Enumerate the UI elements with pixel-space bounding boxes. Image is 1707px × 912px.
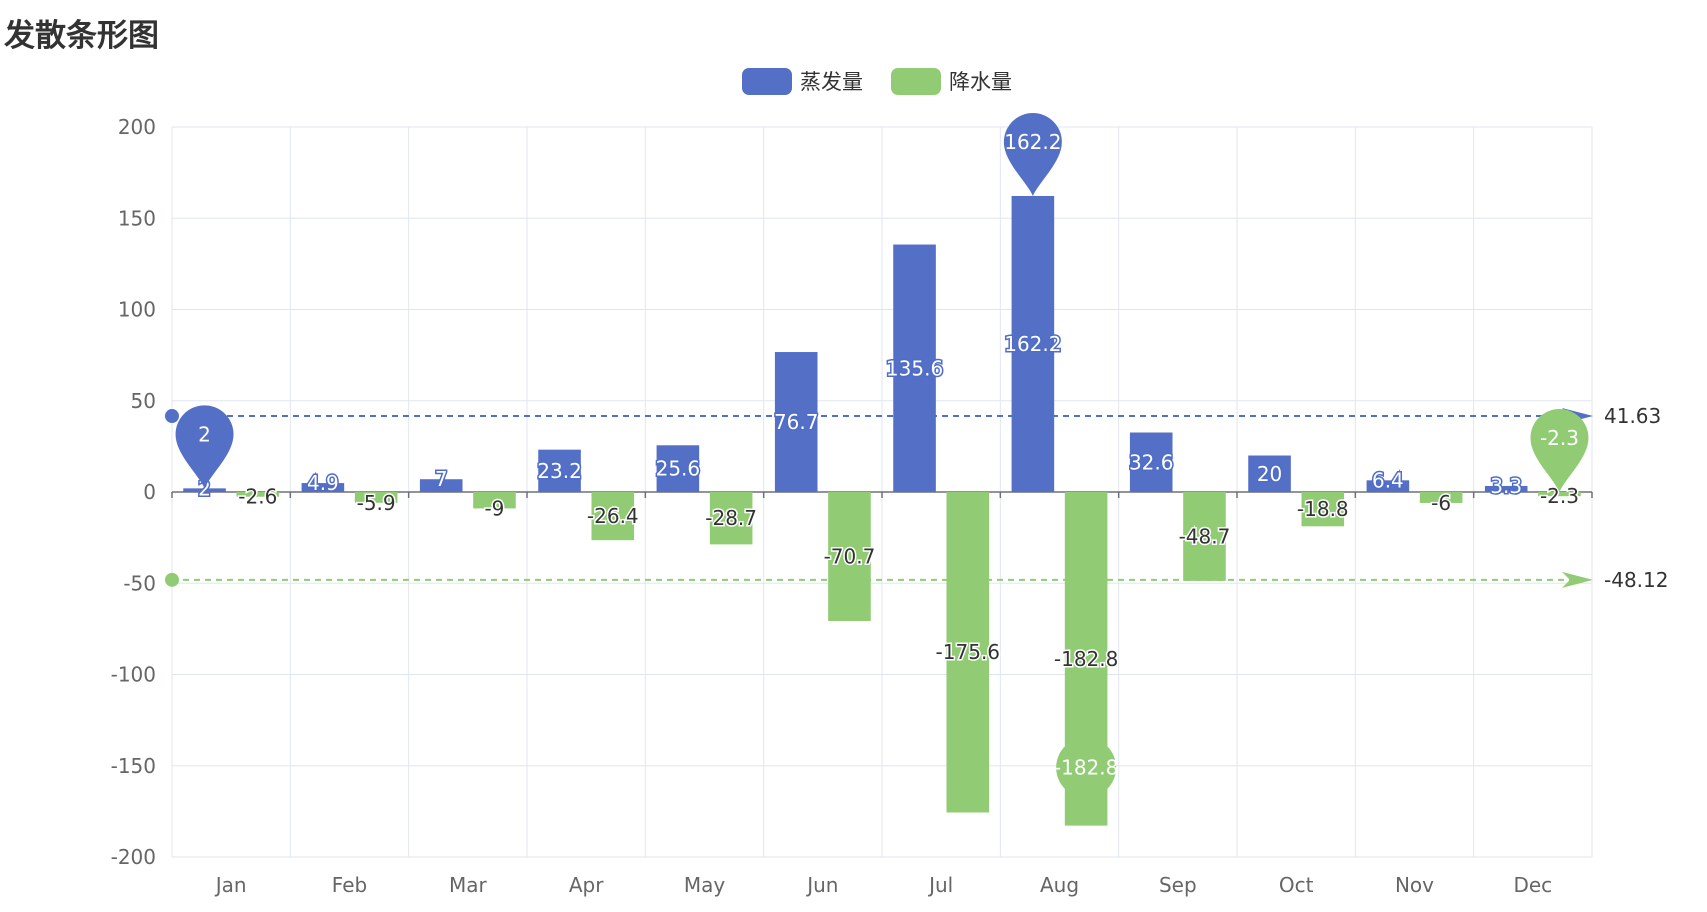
chart-mark-lines: 41.63 -48.12 — [165, 404, 1668, 592]
legend-item-precipitation[interactable]: 降水量 — [891, 68, 1012, 95]
bar-evaporation — [419, 479, 463, 492]
bar-value-label: -5.9 — [357, 491, 396, 515]
x-tick-label: Apr — [569, 873, 604, 897]
mark-point-pin-icon — [1003, 112, 1062, 196]
x-tick-label: Sep — [1159, 873, 1197, 897]
chart-axes: 200 150 100 50 0 -50 -100 -150 -200 Jan Feb Mar Apr M… — [111, 115, 1593, 897]
bar-value-label: -26.4 — [587, 504, 639, 528]
bar-value-label: 3.3 — [1490, 474, 1522, 498]
bar-value-label: 20 — [1257, 462, 1282, 486]
legend-item-evaporation[interactable]: 蒸发量 — [742, 68, 863, 95]
bar-value-label: 6.4 — [1372, 468, 1404, 492]
bar-precipitation — [828, 492, 871, 622]
bar-precipitation — [1183, 492, 1226, 581]
bar-value-label: 32.6 — [1129, 450, 1174, 474]
bar-evaporation — [1129, 432, 1173, 492]
bar-value-label: 76.7 — [774, 410, 819, 434]
legend-label: 蒸发量 — [800, 70, 863, 94]
bar-value-label: -28.7 — [705, 506, 757, 530]
legend-swatch — [742, 68, 792, 95]
x-tick-label: Aug — [1040, 873, 1079, 897]
mark-point-label: -2.3 — [1540, 426, 1579, 450]
bar-evaporation — [774, 352, 818, 492]
bar-value-label: -70.7 — [824, 545, 876, 569]
x-tick-label: Jun — [805, 873, 838, 897]
bar-evaporation — [1484, 485, 1528, 492]
bar-value-label: -2.3 — [1540, 484, 1579, 508]
average-line-label: -48.12 — [1604, 568, 1668, 592]
bar-value-label: -18.8 — [1297, 497, 1349, 521]
mark-point-label: 162.2 — [1004, 130, 1061, 154]
bar-evaporation — [893, 244, 936, 492]
bar-precipitation — [1301, 492, 1345, 527]
mark-point-pin-icon — [1056, 737, 1117, 798]
x-tick-label: Jul — [927, 873, 953, 897]
bar-value-label: -182.8 — [1054, 647, 1118, 671]
bar-value-label: -175.6 — [936, 640, 1000, 664]
y-tick-label: 200 — [118, 115, 156, 139]
bar-precipitation — [1419, 492, 1463, 503]
bar-value-label: 25.6 — [656, 457, 701, 481]
x-tick-label: May — [684, 873, 726, 897]
average-line-label: 41.63 — [1604, 404, 1661, 428]
bar-evaporation — [538, 449, 581, 492]
x-tick-label: Mar — [449, 873, 488, 897]
bar-value-label: -9 — [484, 496, 504, 520]
y-tick-label: 50 — [131, 389, 156, 413]
mark-point-pin-icon — [1530, 409, 1589, 492]
y-tick-label: -150 — [111, 754, 156, 778]
chart-mark-points: 162.2 2 -2.3 -182.8 — [175, 112, 1589, 798]
x-tick-label: Nov — [1395, 873, 1434, 897]
chart-data-labels: 24.9723.225.676.7135.6162.232.6206.43.3-… — [197, 330, 1581, 672]
x-tick-label: Feb — [332, 873, 367, 897]
bar-value-label: 162.2 — [1004, 332, 1061, 356]
bar-value-label: -6 — [1431, 491, 1451, 515]
bar-evaporation — [1366, 480, 1410, 492]
bar-precipitation — [591, 492, 635, 541]
mark-point-label: 2 — [198, 422, 211, 446]
bar-value-label: 23.2 — [537, 459, 582, 483]
bar-value-label: -2.6 — [238, 485, 277, 509]
bar-precipitation — [946, 492, 990, 813]
bar-value-label: 135.6 — [886, 356, 943, 380]
x-tick-label: Jan — [214, 873, 247, 897]
y-tick-label: -50 — [123, 571, 156, 595]
bar-value-label: 4.9 — [307, 471, 339, 495]
bar-precipitation — [473, 492, 516, 509]
bar-evaporation — [656, 445, 700, 492]
legend-swatch — [891, 68, 941, 95]
bar-precipitation — [236, 492, 280, 497]
legend-label: 降水量 — [949, 70, 1012, 94]
y-tick-label: 150 — [118, 206, 156, 230]
mark-point-label: -182.8 — [1054, 756, 1118, 780]
bar-precipitation — [1538, 492, 1581, 497]
bar-value-label: 7 — [435, 467, 448, 491]
bar-evaporation — [1011, 195, 1055, 493]
average-line-arrow-icon — [1562, 571, 1593, 588]
bar-evaporation — [301, 483, 345, 492]
chart-legend[interactable]: 蒸发量 降水量 — [742, 68, 1012, 95]
x-tick-label: Oct — [1279, 873, 1314, 897]
y-tick-label: 100 — [118, 298, 156, 322]
bar-evaporation — [183, 488, 226, 492]
mark-point-pin-icon — [175, 405, 234, 489]
page-title: 发散条形图 — [4, 18, 159, 54]
y-tick-label: -200 — [111, 845, 156, 869]
bar-precipitation — [709, 492, 753, 545]
bar-value-label: -48.7 — [1179, 524, 1231, 548]
y-tick-label: 0 — [143, 480, 156, 504]
x-tick-label: Dec — [1513, 873, 1552, 897]
bar-precipitation — [354, 492, 398, 503]
y-tick-label: -100 — [111, 663, 156, 687]
bar-evaporation — [1248, 455, 1291, 492]
